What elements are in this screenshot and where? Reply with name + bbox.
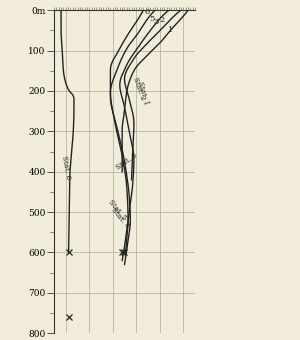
Text: Stat. 3: Stat. 3 bbox=[115, 151, 139, 172]
Text: Stat. 1: Stat. 1 bbox=[136, 80, 150, 106]
Text: Stat. 2: Stat. 2 bbox=[131, 76, 146, 102]
Text: Stat. 4: Stat. 4 bbox=[109, 206, 130, 230]
Text: 6: 6 bbox=[144, 8, 149, 16]
Text: 1: 1 bbox=[168, 26, 173, 34]
Text: 5: 5 bbox=[149, 15, 154, 23]
Text: Stat. 5: Stat. 5 bbox=[106, 198, 128, 222]
Text: 3: 3 bbox=[154, 17, 159, 26]
Text: Stat. 6: Stat. 6 bbox=[60, 155, 72, 180]
Text: 2: 2 bbox=[160, 16, 165, 24]
